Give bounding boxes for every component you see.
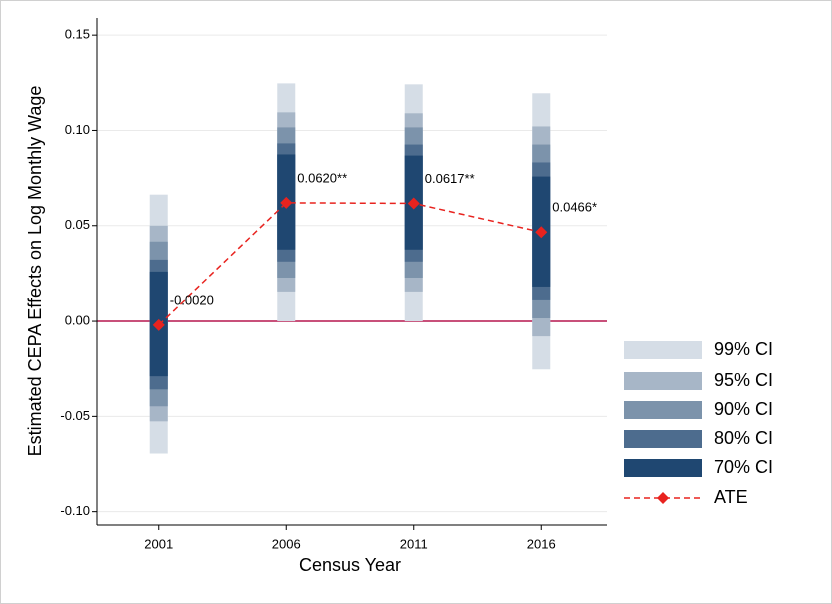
legend-swatch (624, 430, 702, 448)
value-label: 0.0466* (552, 200, 597, 215)
value-label: -0.0020 (170, 292, 214, 307)
legend-label: ATE (714, 487, 748, 507)
legend-swatch (624, 459, 702, 477)
x-tick-label: 2006 (272, 536, 301, 551)
legend-label: 99% CI (714, 339, 773, 359)
value-label: 0.0617** (425, 171, 475, 186)
y-tick-label: -0.10 (60, 503, 90, 518)
x-axis-title: Census Year (299, 555, 401, 575)
x-tick-label: 2011 (400, 536, 428, 551)
y-axis-title: Estimated CEPA Effects on Log Monthly Wa… (25, 86, 45, 457)
legend-label: 90% CI (714, 399, 773, 419)
y-tick-label: 0.10 (65, 122, 90, 137)
x-tick-label: 2016 (527, 536, 556, 551)
ate-marker (407, 197, 420, 210)
legend-label: 95% CI (714, 370, 773, 390)
legend-marker (657, 492, 669, 504)
x-tick-label: 2001 (144, 536, 173, 551)
ate-line (158, 202, 542, 326)
y-tick-label: 0.15 (65, 27, 90, 42)
legend-label: 80% CI (714, 428, 773, 448)
y-tick-label: 0.05 (65, 217, 90, 232)
ate-marker (280, 196, 293, 209)
legend-swatch (624, 401, 702, 419)
ate-marker (535, 226, 548, 239)
y-tick-label: -0.05 (60, 408, 90, 423)
value-label: 0.0620** (297, 170, 347, 185)
legend-swatch (624, 341, 702, 359)
legend-label: 70% CI (714, 457, 773, 477)
ate-marker (152, 318, 165, 331)
y-tick-label: 0.00 (65, 312, 90, 327)
legend-swatch (624, 372, 702, 390)
